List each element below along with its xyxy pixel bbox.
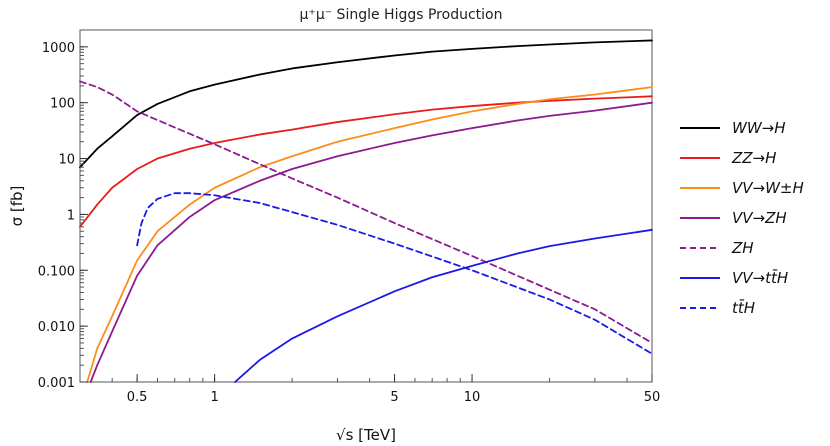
y-axis-label: σ [fb] — [8, 186, 26, 227]
plot-frame — [79, 29, 653, 383]
chart-title: μ⁺μ⁻ Single Higgs Production — [300, 7, 503, 23]
x-axis-label: √s [TeV] — [336, 426, 396, 444]
y-tick-label: 1 — [67, 208, 75, 223]
series-line-vv-zh — [89, 101, 653, 383]
series-line-tt-h — [136, 192, 653, 355]
y-tick-label: 1000 — [42, 41, 75, 56]
x-tick-label: 1 — [210, 390, 218, 405]
series-layer — [79, 39, 653, 383]
legend-label-vv-zh: VV→ZH — [732, 209, 787, 227]
ticks-layer: 0.5 1 5 10 50 0.001 0.010 0.100 1 10 100 1000 — [38, 29, 661, 405]
x-tick-label: 0.5 — [127, 390, 148, 405]
x-tick-label: 10 — [464, 390, 481, 405]
x-tick-label: 50 — [644, 390, 661, 405]
y-tick-label: 10 — [58, 153, 75, 168]
series-line-vv-tt-h — [234, 228, 653, 383]
series-line-zh — [79, 80, 653, 344]
series-line-ww-h — [79, 39, 653, 169]
series-line-vv-w-h — [86, 86, 653, 383]
x-tick-label: 5 — [390, 390, 398, 405]
legend-label-zh: ZH — [731, 239, 754, 257]
legend-label-tt-h: tt̄H — [732, 298, 755, 317]
legend-label-vv-tt-h: VV→tt̄H — [732, 268, 788, 287]
legend: WW→H ZZ→H VV→W±H VV→ZH ZH VV→tt̄H tt̄H — [680, 119, 804, 317]
y-tick-label: 0.100 — [38, 264, 75, 279]
y-tick-label: 100 — [50, 97, 75, 112]
y-tick-label: 0.010 — [38, 320, 75, 335]
legend-label-vv-w-h: VV→W±H — [732, 179, 804, 197]
y-tick-label: 0.001 — [38, 376, 75, 391]
series-line-zz-h — [79, 95, 653, 228]
legend-label-ww-h: WW→H — [732, 119, 786, 137]
legend-label-zz-h: ZZ→H — [731, 149, 776, 167]
